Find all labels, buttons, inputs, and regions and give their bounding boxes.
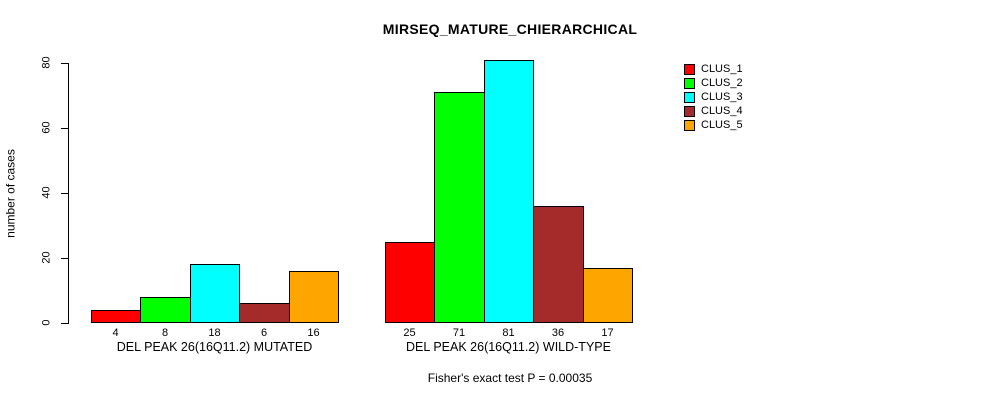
bar-value-label: 81 (502, 327, 515, 339)
legend-swatch-CLUS_2 (684, 77, 695, 89)
bar-CLUS_3 (484, 60, 534, 323)
legend-label: CLUS_5 (701, 119, 743, 131)
legend-swatch-CLUS_4 (684, 105, 695, 117)
legend-item: CLUS_1 (684, 63, 743, 75)
chart-title: MIRSEQ_MATURE_CHIERARCHICAL (382, 21, 638, 37)
bar-CLUS_1 (385, 242, 435, 323)
legend-swatch-CLUS_5 (684, 119, 695, 131)
legend-label: CLUS_4 (701, 105, 743, 117)
group-label: DEL PEAK 26(16Q11.2) MUTATED (116, 340, 313, 354)
legend-swatch-CLUS_3 (684, 91, 695, 103)
y-tick-mark (61, 193, 68, 194)
y-axis-line (68, 63, 69, 324)
legend-label: CLUS_3 (701, 91, 743, 103)
bar-value-label: 25 (403, 327, 416, 339)
group-label: DEL PEAK 26(16Q11.2) WILD-TYPE (406, 340, 611, 354)
bar-CLUS_5 (289, 271, 339, 323)
bar-value-label: 17 (601, 327, 614, 339)
legend-label: CLUS_2 (701, 77, 743, 89)
bar-CLUS_2 (140, 297, 191, 323)
y-tick-mark (61, 323, 68, 324)
legend-item: CLUS_4 (684, 105, 743, 117)
y-tick-mark (61, 63, 68, 64)
legend-swatch-CLUS_1 (684, 63, 695, 75)
bar-value-label: 18 (208, 327, 221, 339)
footnote: Fisher's exact test P = 0.00035 (427, 371, 593, 385)
y-tick-mark (61, 128, 68, 129)
bar-value-label: 71 (452, 327, 466, 339)
y-tick-mark (61, 258, 68, 259)
bar-CLUS_3 (190, 264, 240, 323)
legend-label: CLUS_1 (701, 63, 743, 75)
bar-CLUS_4 (533, 206, 584, 323)
bar-CLUS_4 (239, 303, 290, 323)
bar-CLUS_5 (583, 268, 633, 323)
y-tick-label: 0 (40, 319, 52, 326)
bar-value-label: 36 (551, 327, 565, 339)
y-tick-label: 20 (40, 251, 52, 264)
y-axis-label: number of cases (3, 149, 18, 238)
legend-item: CLUS_2 (684, 77, 743, 89)
bar-CLUS_2 (434, 92, 485, 323)
legend-item: CLUS_3 (684, 91, 743, 103)
bar-CLUS_1 (91, 310, 141, 323)
legend-item: CLUS_5 (684, 119, 743, 131)
bar-value-label: 16 (307, 327, 320, 339)
y-tick-label: 60 (40, 121, 52, 134)
y-tick-label: 80 (40, 56, 52, 69)
bar-value-label: 4 (112, 327, 119, 339)
bar-value-label: 6 (260, 327, 268, 339)
bar-value-label: 8 (161, 327, 169, 339)
y-tick-label: 40 (40, 186, 52, 199)
